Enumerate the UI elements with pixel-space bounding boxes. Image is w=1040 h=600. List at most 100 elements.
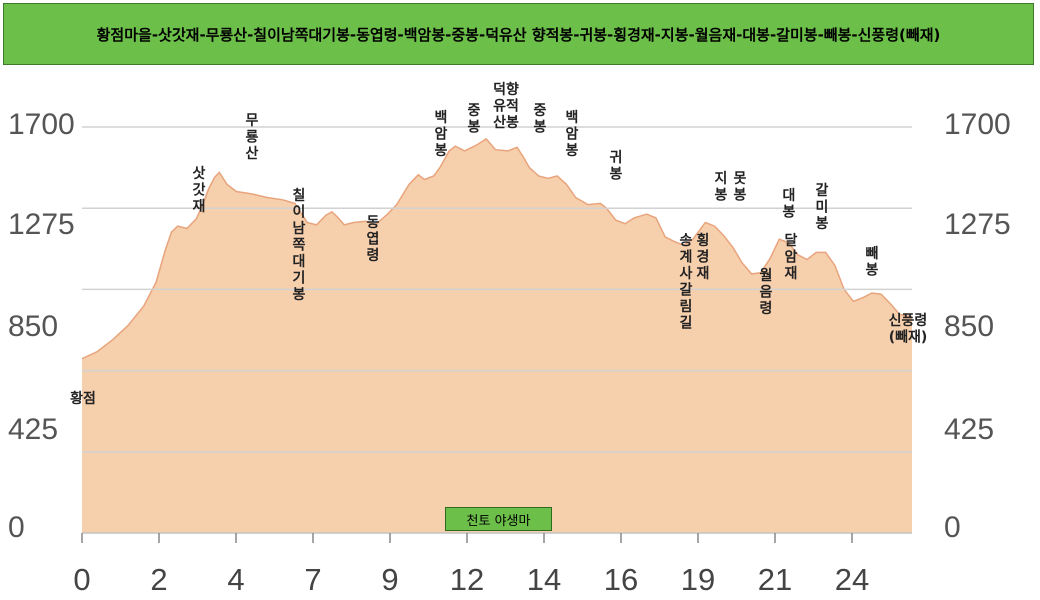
annotation-text: 봉 xyxy=(293,287,306,303)
x-tick-label: 24 xyxy=(835,562,869,597)
annotation-text: 경 xyxy=(697,249,710,266)
annotation-text: 칠 xyxy=(293,187,306,204)
annotation-text: 암 xyxy=(566,126,579,143)
x-tick-label: 4 xyxy=(227,562,244,597)
annotation-text: 룡 xyxy=(246,130,259,146)
x-tick-label: 2 xyxy=(150,562,167,597)
annotation-text: 달 xyxy=(785,233,798,249)
x-tick-label: 14 xyxy=(527,562,561,597)
annotation-text: 귀 xyxy=(610,149,623,166)
annotation-text: 산 xyxy=(246,145,259,162)
annotation-label: 귀봉 xyxy=(610,149,623,183)
y-tick-label-left: 1700 xyxy=(8,108,75,141)
annotation-text: 갈 xyxy=(680,283,693,299)
annotation-label: 황점 xyxy=(70,390,96,407)
annotation-label: 중봉 xyxy=(468,103,481,136)
annotation-text: 재 xyxy=(785,266,798,282)
annotation-text: 길 xyxy=(680,316,693,332)
annotation-text: 봉 xyxy=(610,167,623,183)
y-tick-label-right: 0 xyxy=(944,511,961,544)
elevation-line xyxy=(81,137,913,360)
annotation-text: 재 xyxy=(697,266,710,282)
annotation-text: 봉 xyxy=(534,120,547,136)
annotation-text: 갓 xyxy=(193,182,206,199)
annotation-text: 갈 xyxy=(816,183,829,199)
annotation-label: 대봉 xyxy=(783,188,796,221)
annotation-text: 봉 xyxy=(816,216,829,232)
annotation-text: 봉 xyxy=(468,120,481,136)
x-tick-label: 9 xyxy=(381,562,398,597)
annotation-text: 음 xyxy=(760,285,773,301)
annotation-label: 월음령 xyxy=(760,267,773,317)
annotation-text: 봉 xyxy=(866,263,879,279)
annotation-text: 횡 xyxy=(697,232,710,249)
annotation-label: 삿갓재 xyxy=(193,166,206,215)
annotation-text: 중 xyxy=(534,103,547,119)
x-tick-label: 19 xyxy=(681,562,715,597)
elevation-area xyxy=(82,138,912,533)
annotation-text: 미 xyxy=(816,200,829,216)
x-tick-label: 7 xyxy=(304,562,321,597)
annotation-text: 령 xyxy=(760,301,773,317)
annotation-text: 이 xyxy=(293,204,306,221)
annotation-text: 동 xyxy=(367,215,380,231)
annotation-text: 월 xyxy=(760,267,773,284)
chart-title-bar: 황점마을-삿갓재-무룡산-칠이남쪽대기봉-동엽령-백암봉-중봉-덕유산 향적봉-… xyxy=(3,3,1034,65)
annotation-label: 무룡산 xyxy=(246,113,259,162)
annotation-text: 재 xyxy=(193,199,206,215)
annotation-text: (빼재) xyxy=(889,330,928,346)
annotation-text: 봉 xyxy=(783,205,796,221)
watermark-text: 천토 야생마 xyxy=(466,513,531,529)
annotation-text: 백 xyxy=(435,110,448,126)
y-tick-label-right: 850 xyxy=(944,310,994,343)
annotation-text: 엽 xyxy=(367,232,380,248)
annotation-text: 덕향 xyxy=(493,81,519,98)
annotation-text: 남 xyxy=(293,220,306,237)
y-tick-label-left: 850 xyxy=(8,310,58,343)
annotation-text: 못 xyxy=(734,171,747,187)
annotation-text: 봉 xyxy=(734,188,747,204)
chart-title: 황점마을-삿갓재-무룡산-칠이남쪽대기봉-동엽령-백암봉-중봉-덕유산 향적봉-… xyxy=(96,25,941,44)
annotation-text: 중 xyxy=(468,103,481,119)
y-tick-label-left: 1275 xyxy=(8,208,75,241)
y-tick-label-left: 425 xyxy=(8,413,58,446)
annotation-text: 기 xyxy=(293,271,306,287)
y-tick-label-right: 425 xyxy=(944,413,994,446)
y-tick-label-right: 1275 xyxy=(944,208,1011,241)
annotation-text: 령 xyxy=(367,248,380,264)
annotation-label: 신풍령(빼재) xyxy=(889,313,928,346)
annotation-text: 대 xyxy=(783,188,796,204)
x-tick-label: 16 xyxy=(604,562,638,597)
annotation-text: 림 xyxy=(680,299,693,315)
annotation-text: 암 xyxy=(785,249,798,266)
annotation-text: 빼 xyxy=(866,246,879,262)
annotation-text: 사 xyxy=(680,266,693,282)
annotation-text: 쪽 xyxy=(293,238,306,254)
annotation-label: 칠이남쪽대기봉 xyxy=(293,187,306,303)
annotation-label: 갈미봉 xyxy=(816,183,829,232)
annotation-text: 무 xyxy=(246,113,259,129)
annotation-text: 삿 xyxy=(193,166,206,182)
x-tick-label: 0 xyxy=(73,562,90,597)
annotation-label: 동엽령 xyxy=(367,215,380,264)
annotation-label: 달암재 xyxy=(785,233,798,282)
x-tick-label: 21 xyxy=(758,562,792,597)
y-tick-label-left: 0 xyxy=(8,511,25,544)
annotation-label: 못봉 xyxy=(734,171,747,204)
annotation-text: 계 xyxy=(680,250,693,266)
annotation-label: 백암봉 xyxy=(435,110,448,159)
annotation-text: 대 xyxy=(293,254,306,270)
watermark-badge: 천토 야생마 xyxy=(445,507,552,531)
annotation-text: 유적 xyxy=(493,98,519,115)
annotation-text: 백 xyxy=(566,110,579,126)
annotation-label: 빼봉 xyxy=(866,246,879,279)
x-tick-label: 12 xyxy=(450,562,484,597)
annotation-text: 암 xyxy=(435,126,448,143)
annotation-text: 산봉 xyxy=(493,114,519,131)
annotation-text: 봉 xyxy=(435,143,448,159)
annotation-label: 지봉 xyxy=(715,171,728,204)
annotation-label: 횡경재 xyxy=(697,232,710,282)
